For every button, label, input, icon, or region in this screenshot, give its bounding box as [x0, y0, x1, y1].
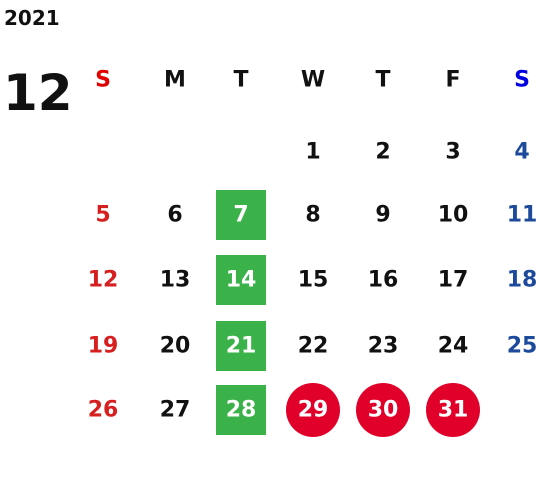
- day-number: 23: [368, 334, 399, 359]
- day-number: 11: [507, 203, 538, 228]
- highlight-box: [216, 385, 266, 435]
- day-number: 1: [305, 140, 320, 165]
- weekday-label: T: [375, 68, 390, 93]
- day-number: 29: [298, 398, 329, 423]
- day-number: 12: [88, 268, 119, 293]
- day-number: 24: [438, 334, 469, 359]
- holiday-circle: [286, 383, 340, 437]
- day-number: 17: [438, 268, 469, 293]
- day-number: 15: [298, 268, 329, 293]
- weekday-label: S: [514, 68, 530, 93]
- year: 2021: [4, 6, 60, 30]
- day-number: 18: [507, 268, 538, 293]
- month: 12: [3, 64, 73, 122]
- day-number: 5: [95, 203, 110, 228]
- day-number: 19: [88, 334, 119, 359]
- holiday-circle: [356, 383, 410, 437]
- holiday-circle: [426, 383, 480, 437]
- day-number: 2: [375, 140, 390, 165]
- day-number: 9: [375, 203, 390, 228]
- weekday-label: T: [233, 68, 248, 93]
- day-number: 7: [233, 203, 248, 228]
- day-number: 20: [160, 334, 191, 359]
- highlight-box: [216, 321, 266, 371]
- weekday-label: F: [445, 68, 460, 93]
- day-number: 28: [226, 398, 257, 423]
- highlight-box: [216, 190, 266, 240]
- day-number: 8: [305, 203, 320, 228]
- day-number: 16: [368, 268, 399, 293]
- day-number: 14: [226, 268, 257, 293]
- weekday-label: M: [164, 68, 186, 93]
- day-number: 10: [438, 203, 469, 228]
- day-number: 27: [160, 398, 191, 423]
- day-number: 13: [160, 268, 191, 293]
- day-number: 21: [226, 334, 257, 359]
- day-number: 31: [438, 398, 469, 423]
- day-number: 22: [298, 334, 329, 359]
- weekday-label: W: [301, 68, 325, 93]
- day-number: 4: [514, 140, 529, 165]
- day-number: 3: [445, 140, 460, 165]
- day-number: 6: [167, 203, 182, 228]
- day-number: 30: [368, 398, 399, 423]
- day-number: 25: [507, 334, 538, 359]
- day-number: 26: [88, 398, 119, 423]
- highlight-box: [216, 255, 266, 305]
- weekday-label: S: [95, 68, 111, 93]
